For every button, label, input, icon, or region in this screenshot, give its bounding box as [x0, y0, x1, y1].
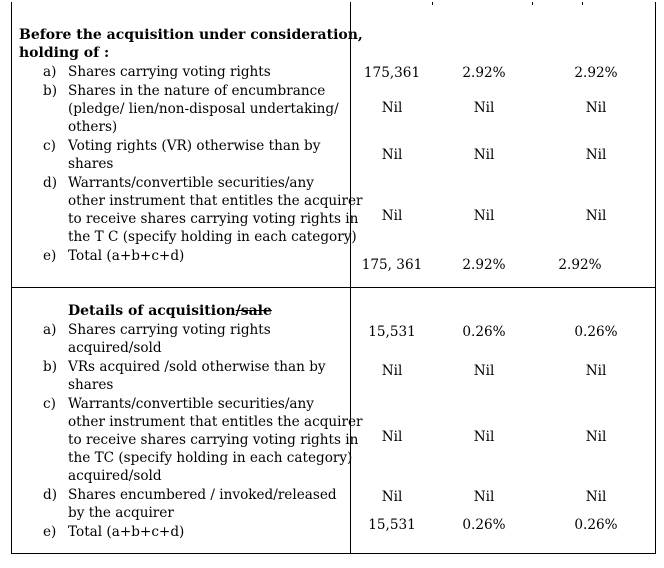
item-text: VRs acquired /sold otherwise than by	[68, 359, 326, 375]
item-marker: b)	[43, 359, 58, 375]
header-remnant	[532, 2, 533, 5]
section-heading-acquisition: Details of acquisition/sale	[68, 302, 272, 320]
percent-total-value: Nil	[473, 100, 495, 116]
percent-diluted-value: Nil	[585, 429, 607, 445]
percent-diluted-value: Nil	[585, 100, 607, 116]
percent-total-value: Nil	[473, 363, 495, 379]
item-text: Total (a+b+c+d)	[68, 248, 185, 264]
column-divider	[350, 2, 351, 553]
item-marker: d)	[43, 487, 58, 503]
section-heading-before-cont: holding of :	[19, 45, 110, 61]
percent-total-value: Nil	[473, 208, 495, 224]
item-marker: c)	[43, 138, 56, 154]
item-text: Warrants/convertible securities/any	[68, 175, 314, 191]
shares-value: Nil	[381, 429, 403, 445]
item-marker: b)	[43, 83, 58, 99]
header-remnant	[432, 2, 433, 5]
shares-value: 15,531	[368, 324, 416, 340]
item-marker: e)	[43, 248, 57, 264]
percent-diluted-value: 0.26%	[574, 517, 618, 533]
percent-total-value: 0.26%	[462, 324, 506, 340]
item-text: the T C (specify holding in each categor…	[68, 229, 357, 245]
item-marker: c)	[43, 396, 56, 412]
item-marker: e)	[43, 524, 57, 540]
item-text: the TC (specify holding in each category…	[68, 450, 353, 466]
item-text: shares	[68, 156, 114, 172]
shares-value: Nil	[381, 208, 403, 224]
shares-value: Nil	[381, 100, 403, 116]
item-text: Shares in the nature of encumbrance	[68, 83, 326, 99]
shares-value: 175,361	[363, 65, 421, 81]
shares-total-value: 175, 361	[361, 257, 423, 273]
item-marker: d)	[43, 175, 58, 191]
item-text: to receive shares carrying voting rights…	[68, 211, 359, 227]
holdings-table	[11, 2, 656, 554]
item-text: (pledge/ lien/non-disposal undertaking/	[68, 101, 339, 117]
item-text: others)	[68, 119, 118, 135]
percent-total-value: Nil	[473, 147, 495, 163]
heading-text: Details of acquisition	[68, 303, 236, 319]
heading-struck-text: /sale	[235, 303, 272, 319]
item-text: Shares carrying voting rights	[68, 64, 271, 80]
shares-value: Nil	[381, 489, 403, 505]
item-text: acquired/sold	[68, 340, 162, 356]
percent-total-value: 2.92%	[462, 65, 506, 81]
percent-total-value: Nil	[473, 489, 495, 505]
item-text: shares	[68, 377, 114, 393]
item-marker: a)	[43, 322, 57, 338]
percent-diluted-value: Nil	[585, 147, 607, 163]
percent-diluted-value: 2.92%	[558, 257, 602, 273]
percent-total-value: 0.26%	[462, 517, 506, 533]
section-divider	[12, 287, 655, 288]
item-text: to receive shares carrying voting rights…	[68, 432, 359, 448]
item-text: other instrument that entitles the acqui…	[68, 193, 363, 209]
percent-diluted-value: 0.26%	[574, 324, 618, 340]
section-heading-before: Before the acquisition under considerati…	[19, 27, 363, 43]
percent-diluted-value: Nil	[585, 363, 607, 379]
percent-diluted-value: Nil	[585, 208, 607, 224]
item-text: Total (a+b+c+d)	[68, 524, 185, 540]
item-text: other instrument that entitles the acqui…	[68, 414, 363, 430]
shares-value: Nil	[381, 363, 403, 379]
item-text: by the acquirer	[68, 505, 174, 521]
item-text: Shares encumbered / invoked/released	[68, 487, 337, 503]
item-marker: a)	[43, 64, 57, 80]
percent-total-value: Nil	[473, 429, 495, 445]
item-text: Voting rights (VR) otherwise than by	[68, 138, 321, 154]
shares-total-value: 15,531	[368, 517, 416, 533]
shares-value: Nil	[381, 147, 403, 163]
header-remnant	[582, 2, 583, 5]
item-text: Warrants/convertible securities/any	[68, 396, 314, 412]
percent-total-value: 2.92%	[462, 257, 506, 273]
item-text: acquired/sold	[68, 468, 162, 484]
percent-diluted-value: Nil	[585, 489, 607, 505]
item-text: Shares carrying voting rights	[68, 322, 271, 338]
percent-diluted-value: 2.92%	[574, 65, 618, 81]
